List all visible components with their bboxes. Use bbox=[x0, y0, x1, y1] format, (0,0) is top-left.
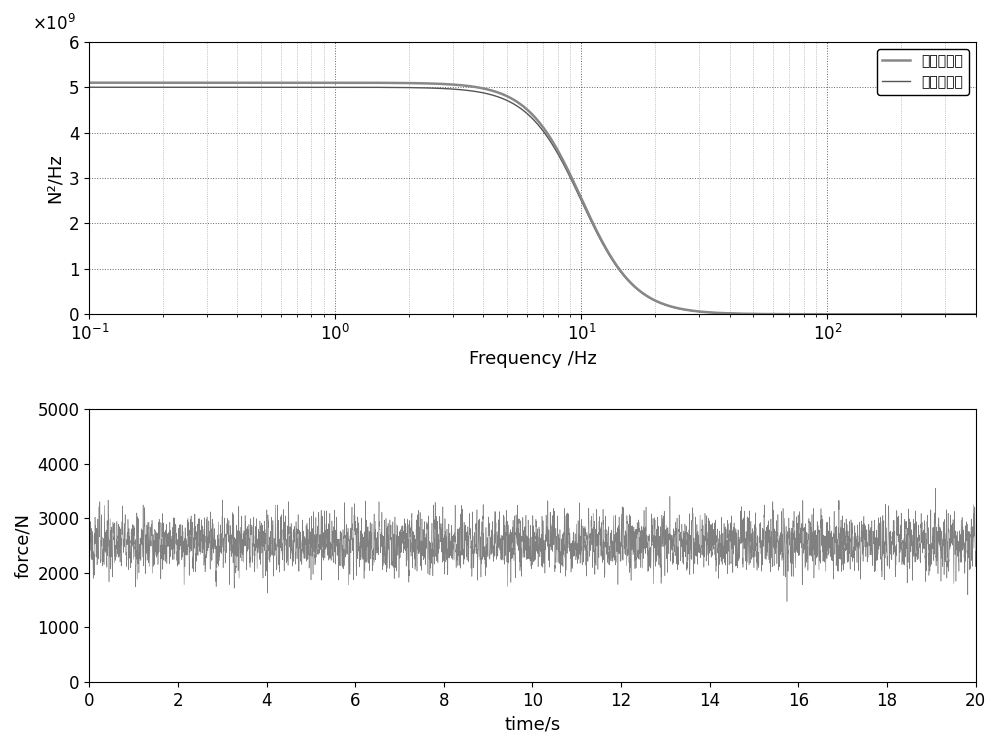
X-axis label: time/s: time/s bbox=[504, 715, 561, 733]
Legend: 目标反应谱, 计算反应谱: 目标反应谱, 计算反应谱 bbox=[877, 49, 969, 95]
Y-axis label: force/N: force/N bbox=[14, 513, 32, 578]
X-axis label: Frequency /Hz: Frequency /Hz bbox=[469, 350, 596, 368]
Text: $\times 10^9$: $\times 10^9$ bbox=[32, 13, 76, 34]
Y-axis label: N²/Hz: N²/Hz bbox=[45, 153, 63, 203]
